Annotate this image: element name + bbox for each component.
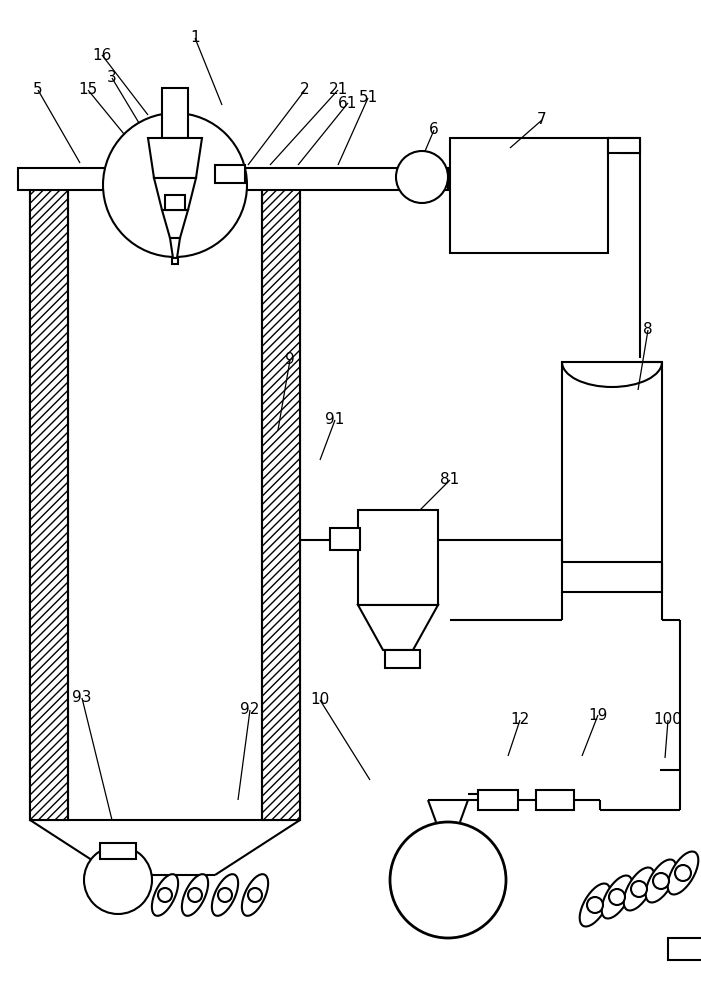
Text: 1: 1 (190, 30, 200, 45)
Bar (668, 938, 701, 960)
Bar (215, 165, 245, 183)
Text: 19: 19 (588, 708, 608, 722)
Polygon shape (358, 605, 438, 650)
Polygon shape (148, 138, 202, 178)
Text: 21: 21 (328, 83, 348, 98)
Ellipse shape (601, 876, 632, 918)
Bar (162, 88, 188, 138)
Text: 61: 61 (339, 96, 358, 110)
Text: 81: 81 (440, 473, 460, 488)
Bar (478, 790, 518, 810)
Bar (330, 528, 360, 550)
Text: 92: 92 (240, 702, 259, 718)
Text: 9: 9 (285, 353, 295, 367)
Bar (385, 650, 420, 668)
Circle shape (396, 151, 448, 203)
Circle shape (248, 888, 262, 902)
Text: 3: 3 (107, 70, 117, 86)
Text: 91: 91 (325, 412, 345, 428)
Text: 100: 100 (653, 712, 683, 728)
Text: 16: 16 (93, 47, 111, 62)
Text: 12: 12 (510, 712, 530, 728)
Circle shape (188, 888, 202, 902)
Text: 2: 2 (300, 83, 310, 98)
Text: 10: 10 (311, 692, 329, 708)
Ellipse shape (624, 868, 654, 910)
Text: 15: 15 (79, 83, 97, 98)
Bar (18, 168, 448, 190)
Ellipse shape (580, 884, 611, 926)
Ellipse shape (242, 874, 268, 916)
Circle shape (631, 881, 647, 897)
Text: 5: 5 (33, 83, 43, 98)
Bar (608, 138, 640, 153)
Circle shape (84, 846, 152, 914)
Circle shape (390, 822, 506, 938)
Bar (30, 185, 68, 820)
Ellipse shape (667, 852, 698, 894)
Circle shape (587, 897, 603, 913)
Bar (165, 195, 185, 210)
Ellipse shape (182, 874, 208, 916)
Bar (358, 510, 438, 605)
Bar (30, 185, 300, 820)
Ellipse shape (152, 874, 178, 916)
Circle shape (158, 888, 172, 902)
Bar (172, 258, 178, 264)
Polygon shape (154, 178, 196, 210)
Text: 6: 6 (429, 122, 439, 137)
Circle shape (609, 889, 625, 905)
Text: 51: 51 (358, 91, 378, 105)
Polygon shape (170, 238, 180, 258)
Ellipse shape (646, 860, 676, 902)
Circle shape (675, 865, 691, 881)
Bar (562, 362, 662, 592)
Bar (100, 843, 136, 859)
Bar (262, 185, 300, 820)
Polygon shape (162, 210, 188, 238)
Circle shape (103, 113, 247, 257)
Text: 8: 8 (644, 322, 653, 338)
Text: 93: 93 (72, 690, 92, 706)
Text: 7: 7 (537, 112, 547, 127)
Circle shape (218, 888, 232, 902)
Bar (536, 790, 574, 810)
Circle shape (653, 873, 669, 889)
Bar (450, 138, 608, 253)
Ellipse shape (212, 874, 238, 916)
